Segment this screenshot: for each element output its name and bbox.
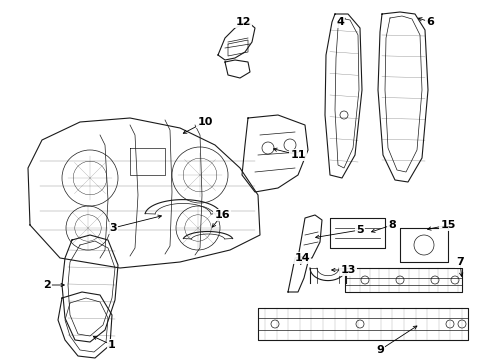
Text: 12: 12 xyxy=(235,17,251,27)
Text: 8: 8 xyxy=(388,220,396,230)
Text: 7: 7 xyxy=(456,257,464,267)
Text: 3: 3 xyxy=(109,223,117,233)
Text: 4: 4 xyxy=(336,17,344,27)
Text: 13: 13 xyxy=(341,265,356,275)
Text: 1: 1 xyxy=(108,340,116,350)
Text: 9: 9 xyxy=(376,345,384,355)
Text: 6: 6 xyxy=(426,17,434,27)
Text: 5: 5 xyxy=(356,225,364,235)
Text: 11: 11 xyxy=(290,150,306,160)
Text: 10: 10 xyxy=(197,117,213,127)
Text: 16: 16 xyxy=(214,210,230,220)
Text: 14: 14 xyxy=(294,253,310,263)
Text: 2: 2 xyxy=(43,280,51,290)
Text: 15: 15 xyxy=(441,220,456,230)
